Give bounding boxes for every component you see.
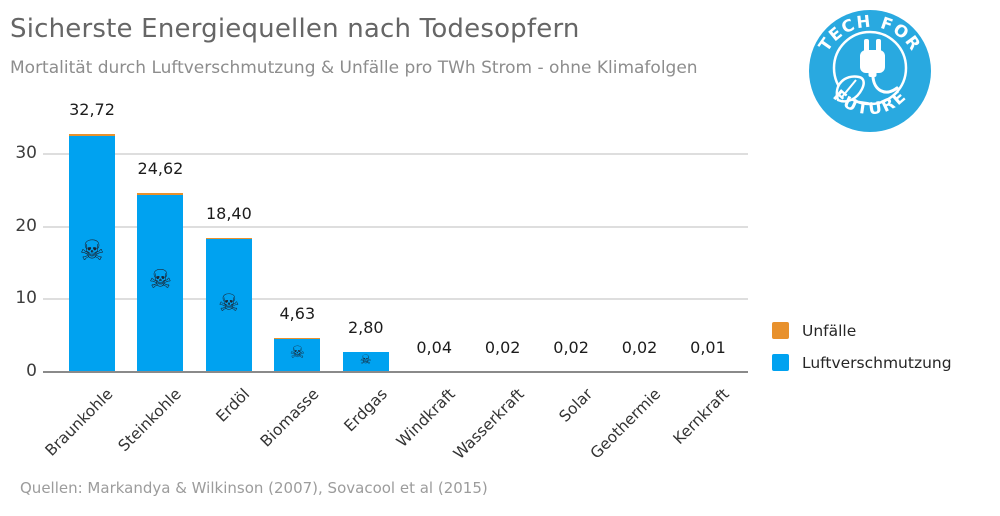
x-tick-label: Geothermie — [586, 385, 665, 463]
page-title: Sicherste Energiequellen nach Todesopfer… — [10, 14, 580, 44]
bar-segment-air-pollution — [69, 136, 115, 372]
bar-segment-air-pollution — [205, 239, 252, 372]
bar-value-label: 0,02 — [553, 337, 589, 357]
bar-segment-air-pollution — [274, 338, 321, 372]
gridline — [43, 298, 748, 301]
bar-segment-accidents — [137, 193, 184, 196]
bar-value-label: 0,02 — [484, 337, 521, 357]
x-tick-label: Kernkraft — [669, 385, 733, 448]
bar-value-label: 4,63 — [279, 304, 316, 324]
y-tick-label: 10 — [15, 288, 37, 309]
page-subtitle: Mortalität durch Luftverschmutzung & Unf… — [10, 58, 698, 78]
logo-inner-ring — [832, 30, 908, 106]
x-axis-line — [43, 371, 748, 373]
y-tick-label: 0 — [26, 361, 37, 381]
y-tick-label: 30 — [15, 143, 37, 163]
bar: ☠ — [137, 193, 184, 372]
accidents-swatch — [772, 322, 789, 339]
x-tick-label: Solar — [555, 385, 596, 426]
bar-segment-air-pollution — [342, 351, 389, 372]
x-tick-label: Wasserkraft — [449, 385, 528, 463]
bar-segment-accidents — [205, 238, 252, 239]
legend-label: Luftverschmutzung — [802, 354, 952, 372]
skull-crossbones-icon: ☠ — [359, 353, 372, 369]
skull-crossbones-icon: ☠ — [289, 343, 305, 364]
bar: ☠ — [342, 351, 389, 372]
x-tick-label: Erdgas — [340, 385, 391, 436]
x-tick-label: Erdöl — [212, 385, 254, 426]
leaf-icon — [835, 75, 865, 103]
bar-value-label: 2,80 — [347, 317, 384, 337]
x-tick-label: Braunkohle — [41, 385, 117, 460]
skull-crossbones-icon: ☠ — [79, 233, 105, 267]
source-citation: Quellen: Markandya & Wilkinson (2007), S… — [20, 479, 488, 497]
x-tick-label: Steinkohle — [115, 385, 186, 456]
bar: ☠ — [274, 338, 321, 372]
x-tick-label: Windkraft — [393, 385, 459, 451]
gridline — [43, 225, 748, 228]
bar-value-label: 0,04 — [416, 337, 452, 357]
plug-icon — [860, 39, 899, 94]
y-tick-label: 20 — [15, 215, 37, 236]
tech-for-future-logo: TECH FOR FUTURE — [809, 10, 931, 132]
bar-value-label: 0,01 — [690, 337, 726, 357]
bar-segment-air-pollution — [137, 195, 184, 372]
x-tick-label: Biomasse — [256, 385, 323, 451]
bar: ☠ — [205, 238, 252, 372]
bar: ☠ — [69, 134, 115, 372]
gridline — [43, 153, 748, 155]
air-pollution-swatch — [772, 354, 789, 371]
bar-value-label: 0,02 — [621, 337, 658, 357]
skull-crossbones-icon: ☠ — [218, 289, 240, 318]
skull-crossbones-icon: ☠ — [148, 265, 173, 296]
bar-value-label: 18,40 — [205, 204, 252, 224]
bar-segment-accidents — [69, 134, 115, 137]
bar-value-label: 24,62 — [137, 159, 184, 179]
legend-label: Unfälle — [802, 322, 857, 340]
bar-value-label: 32,72 — [69, 100, 115, 120]
